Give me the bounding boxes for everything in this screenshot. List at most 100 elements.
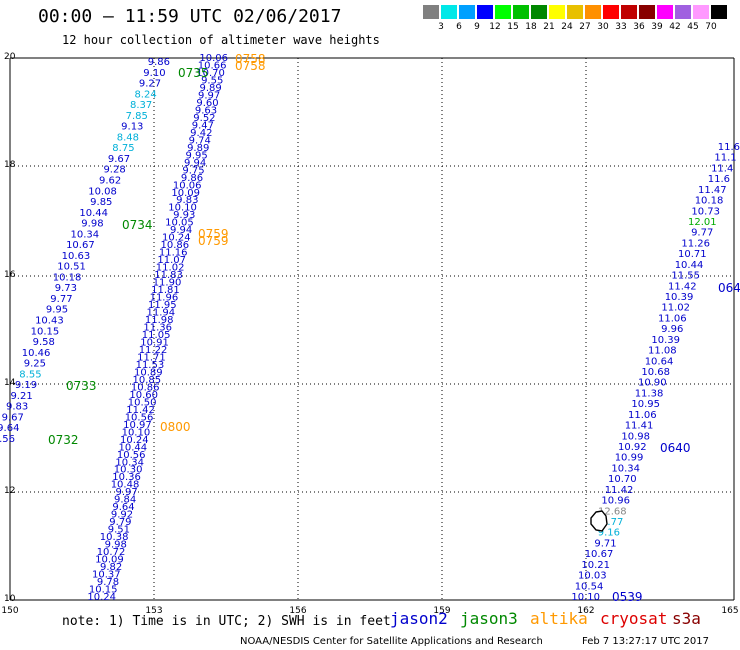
swh-value: 10.73 xyxy=(691,206,720,217)
lon-tick-label: 165 xyxy=(721,606,739,616)
footnote: note: 1) Time is in UTC; 2) SWH is in fe… xyxy=(62,614,391,629)
swh-value: 9.93 xyxy=(173,210,195,221)
swh-value: 9.25 xyxy=(24,359,46,370)
swh-value: 11.1 xyxy=(714,153,736,164)
swh-value: 8.75 xyxy=(112,143,134,154)
swh-value: 10.10 xyxy=(122,427,151,438)
swh-value: 10.03 xyxy=(578,571,607,582)
swh-value: 8.55 xyxy=(19,369,41,380)
swh-value: 9.73 xyxy=(55,283,77,294)
swh-value: 11.83 xyxy=(154,270,183,281)
satellite-name: jason2 xyxy=(390,609,448,628)
swh-value: 11.16 xyxy=(159,248,188,259)
legend-swatch xyxy=(513,5,529,19)
swh-value: 10.89 xyxy=(134,367,163,378)
legend-label: 21 xyxy=(543,22,555,32)
legend-swatch xyxy=(549,5,565,19)
legend-label: 42 xyxy=(669,22,681,32)
swh-value: 10.97 xyxy=(123,420,152,431)
swh-value: 10.38 xyxy=(100,532,129,543)
swh-value: 11.02 xyxy=(661,303,690,314)
swh-value: 9.77 xyxy=(50,294,72,305)
timestamp: Feb 7 13:27:17 UTC 2017 xyxy=(582,636,709,647)
swh-value: 10.90 xyxy=(638,378,667,389)
swh-value: 10.66 xyxy=(198,60,227,71)
legend-swatch xyxy=(693,5,709,19)
swh-value: 9.89 xyxy=(200,83,222,94)
legend-label: 70 xyxy=(705,22,717,32)
swh-value: 10.92 xyxy=(618,442,647,453)
satellite-name: s3a xyxy=(672,609,701,628)
swh-value: 11.71 xyxy=(137,352,166,363)
swh-value: 9.92 xyxy=(111,510,133,521)
swh-value: 9.79 xyxy=(109,517,131,528)
pass-time-label: 0539 xyxy=(612,590,643,604)
swh-value: 10.24 xyxy=(162,233,191,244)
swh-value: 9.75 xyxy=(182,165,204,176)
lat-tick-label: 14 xyxy=(4,378,16,388)
swh-value: 11.06 xyxy=(628,410,657,421)
swh-value: 10.05 xyxy=(165,218,194,229)
swh-value: 10.96 xyxy=(601,496,630,507)
swh-value: 10.44 xyxy=(79,208,108,219)
swh-value: 10.72 xyxy=(97,547,126,558)
swh-value: 10.18 xyxy=(53,272,82,283)
swh-value: 9.28 xyxy=(103,165,125,176)
legend-label: 15 xyxy=(507,22,519,32)
map-title: 00:00 – 11:59 UTC 02/06/2017 xyxy=(38,6,342,27)
legend-label: 39 xyxy=(651,22,663,32)
swh-value: 10.36 xyxy=(112,472,141,483)
pass-time-label: 0758 xyxy=(235,52,266,66)
swh-value: 10.18 xyxy=(695,196,724,207)
satellite-name: altika xyxy=(530,609,588,628)
swh-value: 9.67 xyxy=(108,154,130,165)
swh-value: 9.64 xyxy=(112,502,134,513)
swh-value: 11.47 xyxy=(698,185,727,196)
lon-tick-label: 159 xyxy=(433,606,451,616)
swh-value: 11.81 xyxy=(151,285,180,296)
swh-value: 9.10 xyxy=(143,68,165,79)
swh-value: 10.71 xyxy=(678,249,707,260)
swh-value: 9.19 xyxy=(15,380,37,391)
legend-swatch xyxy=(495,5,511,19)
swh-value: 10.60 xyxy=(129,390,158,401)
legend-swatch xyxy=(459,5,475,19)
legend-swatch xyxy=(711,5,727,19)
swh-value: 10.86 xyxy=(131,382,160,393)
swh-value: 9.89 xyxy=(187,143,209,154)
swh-value: 11.26 xyxy=(681,238,710,249)
legend-label: 6 xyxy=(456,22,462,32)
swh-value: 11.22 xyxy=(139,345,168,356)
island-outline xyxy=(590,510,608,532)
swh-value: 11.96 xyxy=(150,293,179,304)
pass-time-label: 0640 xyxy=(718,281,740,295)
swh-value: 10.64 xyxy=(645,356,674,367)
swh-value: 10.70 xyxy=(196,68,225,79)
swh-value: 9.13 xyxy=(121,122,143,133)
swh-value: 10.30 xyxy=(114,465,143,476)
swh-value: 10.67 xyxy=(585,549,614,560)
swh-value: 9.16 xyxy=(598,528,620,539)
swh-value: 9.62 xyxy=(99,175,121,186)
legend-swatch xyxy=(675,5,691,19)
pass-time-label: 0800 xyxy=(160,420,191,434)
swh-value: 10.09 xyxy=(95,555,124,566)
credit-line: NOAA/NESDIS Center for Satellite Applica… xyxy=(240,636,543,647)
swh-value: 9.95 xyxy=(186,150,208,161)
legend-swatch xyxy=(441,5,457,19)
swh-value: 11.42 xyxy=(126,405,155,416)
swh-value: 9.67 xyxy=(2,412,24,423)
lon-tick-label: 153 xyxy=(145,606,163,616)
swh-value: 11.98 xyxy=(145,315,174,326)
swh-value: 9.82 xyxy=(100,562,122,573)
swh-value: 10.70 xyxy=(608,474,637,485)
swh-value: 9.97 xyxy=(198,90,220,101)
swh-value: 10.50 xyxy=(128,397,157,408)
swh-value: 11.94 xyxy=(146,308,175,319)
swh-value: 11.07 xyxy=(157,255,186,266)
swh-value: 9.98 xyxy=(105,540,127,551)
swh-value: 10.34 xyxy=(71,229,100,240)
swh-value: 10.10 xyxy=(571,592,600,603)
swh-value: 10.85 xyxy=(132,375,161,386)
swh-value: 10.68 xyxy=(641,367,670,378)
